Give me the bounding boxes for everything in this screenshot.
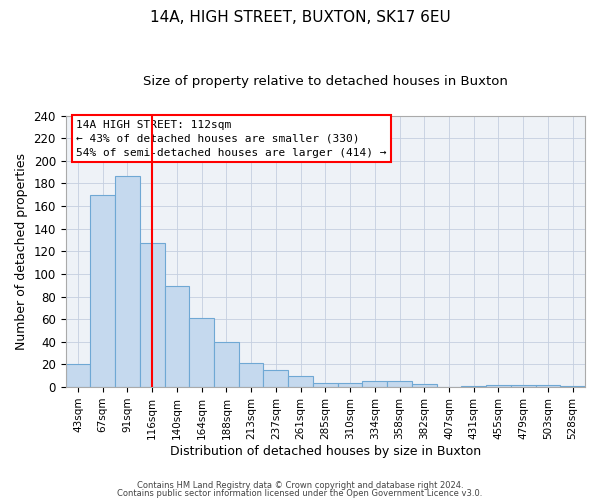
Bar bbox=[387, 382, 412, 387]
X-axis label: Distribution of detached houses by size in Buxton: Distribution of detached houses by size … bbox=[170, 444, 481, 458]
Bar bbox=[288, 376, 313, 387]
Bar bbox=[65, 364, 91, 387]
Text: Contains HM Land Registry data © Crown copyright and database right 2024.: Contains HM Land Registry data © Crown c… bbox=[137, 481, 463, 490]
Bar bbox=[263, 370, 288, 387]
Text: Contains public sector information licensed under the Open Government Licence v3: Contains public sector information licen… bbox=[118, 488, 482, 498]
Bar bbox=[412, 384, 437, 387]
Text: 14A, HIGH STREET, BUXTON, SK17 6EU: 14A, HIGH STREET, BUXTON, SK17 6EU bbox=[149, 10, 451, 25]
Title: Size of property relative to detached houses in Buxton: Size of property relative to detached ho… bbox=[143, 75, 508, 88]
Bar bbox=[536, 385, 560, 387]
Text: 14A HIGH STREET: 112sqm
← 43% of detached houses are smaller (330)
54% of semi-d: 14A HIGH STREET: 112sqm ← 43% of detache… bbox=[76, 120, 386, 158]
Bar bbox=[511, 385, 536, 387]
Bar bbox=[486, 385, 511, 387]
Bar bbox=[313, 382, 338, 387]
Y-axis label: Number of detached properties: Number of detached properties bbox=[15, 153, 28, 350]
Bar bbox=[461, 386, 486, 387]
Bar bbox=[190, 318, 214, 387]
Bar bbox=[140, 244, 164, 387]
Bar bbox=[214, 342, 239, 387]
Bar bbox=[115, 176, 140, 387]
Bar bbox=[338, 382, 362, 387]
Bar bbox=[560, 386, 585, 387]
Bar bbox=[91, 195, 115, 387]
Bar bbox=[239, 364, 263, 387]
Bar bbox=[164, 286, 190, 387]
Bar bbox=[362, 382, 387, 387]
